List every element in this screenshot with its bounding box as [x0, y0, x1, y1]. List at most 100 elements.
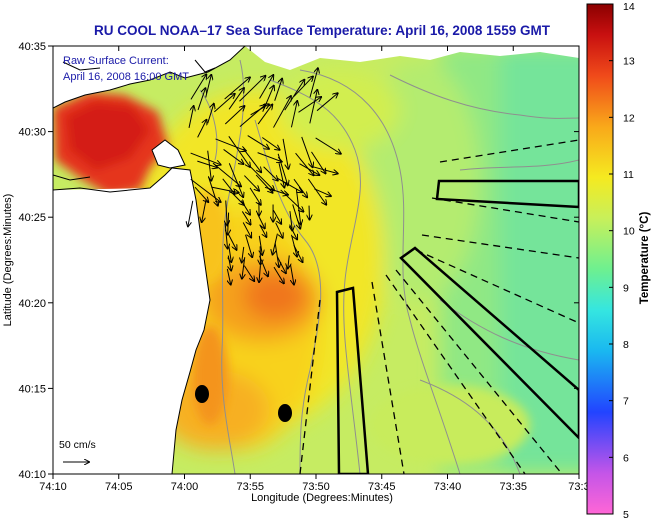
y-tick-label: 40:25	[18, 212, 46, 224]
current-vector	[272, 210, 281, 224]
current-vector	[273, 266, 284, 283]
current-vector	[255, 174, 272, 193]
current-vector	[293, 178, 307, 197]
current-vector	[290, 211, 292, 230]
current-vector	[301, 136, 313, 167]
colorbar-tick-label: 10	[623, 226, 635, 238]
current-vector	[242, 246, 244, 262]
bathymetry-contours	[199, 59, 579, 474]
current-vector	[197, 160, 217, 167]
x-tick-label: 74:00	[171, 481, 199, 493]
colorbar-tick-label: 8	[623, 339, 629, 351]
x-axis-label: Longitude (Degrees:Minutes)	[251, 492, 393, 504]
current-vector	[257, 152, 282, 162]
current-vector	[309, 68, 318, 98]
current-vector	[259, 75, 274, 99]
current-vector	[227, 233, 236, 250]
current-vector	[242, 222, 251, 238]
current-vector	[242, 257, 245, 279]
y-axis-label: Latitude (Degrees:Minutes)	[2, 194, 14, 327]
current-vector	[190, 74, 206, 100]
current-vector	[248, 165, 274, 190]
current-vector	[230, 191, 244, 205]
current-vector	[228, 212, 229, 235]
colorbar: 14 13 12 11 10 9 8 7 6 5 Temperature (°C)	[586, 1, 651, 519]
current-vector	[313, 166, 338, 174]
colorbar-tick-label: 6	[623, 452, 629, 464]
colorbar-tick-label: 11	[623, 169, 634, 181]
current-vector	[241, 211, 250, 224]
x-tick-label: 73:45	[368, 481, 396, 493]
current-vector	[259, 235, 262, 255]
current-vector	[290, 265, 294, 284]
y-tick-label: 40:15	[18, 383, 46, 395]
current-vector	[295, 189, 300, 224]
current-vector	[243, 265, 254, 281]
scale-label: 50 cm/s	[59, 439, 96, 451]
current-vector	[228, 136, 250, 167]
current-vector	[239, 76, 265, 102]
plot-area	[53, 46, 579, 474]
current-vector	[299, 163, 320, 175]
x-tick-label: 73:55	[236, 481, 264, 493]
current-vector	[229, 246, 231, 262]
current-vector	[245, 234, 253, 257]
current-vector	[259, 224, 267, 237]
current-vector	[284, 80, 305, 111]
colorbar-tick-label: 13	[623, 56, 635, 68]
current-vector	[244, 175, 259, 191]
current-vector	[197, 88, 205, 111]
current-vector	[298, 97, 322, 113]
current-vector	[211, 186, 238, 193]
current-vector	[293, 77, 313, 97]
land-sandy-hook	[152, 140, 185, 168]
current-vector	[263, 166, 278, 181]
land-ne-white	[245, 46, 579, 70]
current-vector	[314, 188, 331, 196]
current-vector	[225, 223, 227, 248]
current-vector	[282, 138, 288, 169]
station-marker	[278, 404, 292, 422]
current-vector	[274, 243, 279, 267]
current-vector	[277, 153, 288, 185]
x-tick-label: 73:50	[302, 481, 330, 493]
current-vector	[243, 148, 261, 172]
current-vector	[293, 244, 303, 262]
current-vector	[309, 90, 317, 124]
current-vector	[278, 163, 284, 187]
current-vector	[274, 79, 282, 101]
y-axis: 40:35 40:30 40:25 40:20 40:15 40:10	[18, 41, 579, 481]
current-vector	[202, 199, 207, 222]
current-vector	[226, 200, 227, 226]
current-vector	[261, 137, 279, 149]
station-marker	[195, 385, 209, 403]
y-tick-label: 40:20	[18, 298, 46, 310]
radar-outlines	[335, 179, 579, 474]
colorbar-gradient	[586, 3, 614, 515]
current-vector	[224, 77, 250, 100]
current-vector	[249, 187, 261, 205]
x-axis: 74:10 74:05 74:00 73:55 73:50 73:45 73:40 73:35…	[39, 46, 590, 493]
current-vector	[212, 162, 241, 186]
current-vector	[257, 105, 272, 125]
current-vector	[259, 265, 260, 282]
land-west	[53, 46, 245, 108]
coastlines	[53, 46, 246, 474]
current-vector	[214, 94, 234, 113]
current-vector	[307, 178, 326, 205]
legend-time: April 16, 2008 16:00 GMT	[63, 71, 189, 83]
current-vector	[276, 177, 302, 192]
current-vector	[247, 135, 269, 149]
current-vector	[276, 256, 285, 273]
x-tick-label: 73:35	[499, 481, 527, 493]
current-vector	[227, 268, 230, 285]
colorbar-tick-label: 7	[623, 396, 629, 408]
current-vector	[190, 152, 221, 165]
x-tick-label: 74:05	[105, 481, 133, 493]
current-vector	[188, 200, 194, 226]
colorbar-tick-label: 5	[623, 509, 629, 519]
current-vector	[207, 104, 214, 124]
current-vector	[316, 93, 338, 112]
current-vector	[208, 176, 218, 206]
current-vector	[228, 88, 244, 110]
